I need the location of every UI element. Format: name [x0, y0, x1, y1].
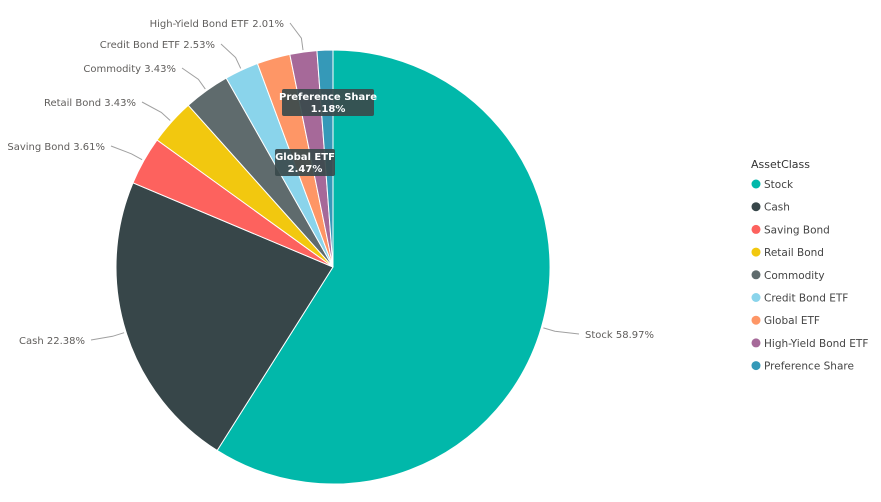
slice-stock[interactable]: [216, 49, 551, 485]
legend-label: Commodity: [764, 270, 825, 282]
legend-label: Preference Share: [764, 361, 854, 373]
legend-marker: [751, 361, 761, 371]
data-label-cash: Cash 22.38%: [19, 336, 85, 347]
data-label-high-yield-bond-etf: High-Yield Bond ETF 2.01%: [150, 19, 284, 30]
legend-item-preference-share[interactable]: Preference Share: [751, 361, 854, 373]
leader-line: [543, 327, 580, 335]
legend[interactable]: AssetClass Stock Cash Saving Bond Retail Bo…: [751, 158, 868, 373]
data-value-preference-share: 1.18%: [311, 104, 346, 115]
legend-marker: [751, 179, 761, 189]
leader-line: [181, 67, 206, 90]
slice-cash[interactable]: [115, 182, 334, 452]
legend-label: Credit Bond ETF: [764, 293, 848, 305]
legend-item-global-etf[interactable]: Global ETF: [751, 315, 820, 327]
legend-label: Stock: [764, 179, 794, 191]
pie-labels: Stock 58.97% Cash 22.38% Saving Bond 3.61%…: [7, 19, 654, 347]
legend-marker: [751, 338, 761, 348]
leader-line: [90, 332, 125, 341]
legend-item-commodity[interactable]: Commodity: [751, 270, 825, 282]
legend-item-retail-bond[interactable]: Retail Bond: [751, 247, 824, 259]
legend-label: Global ETF: [764, 315, 820, 327]
legend-marker: [751, 315, 761, 325]
leader-line: [141, 101, 171, 121]
legend-item-high-yield-bond-etf[interactable]: High-Yield Bond ETF: [751, 338, 869, 350]
data-value-global-etf: 2.47%: [288, 164, 323, 175]
data-label-box-global-etf: [275, 149, 335, 176]
legend-label: Retail Bond: [764, 247, 824, 259]
data-label-credit-bond-etf: Credit Bond ETF 2.53%: [100, 40, 215, 51]
legend-item-credit-bond-etf[interactable]: Credit Bond ETF: [751, 293, 849, 305]
leader-line: [220, 43, 242, 69]
legend-marker: [751, 224, 761, 234]
legend-item-stock[interactable]: Stock: [751, 179, 794, 191]
legend-label: High-Yield Bond ETF: [764, 338, 868, 350]
legend-item-cash[interactable]: Cash: [751, 202, 790, 214]
legend-marker: [751, 247, 761, 257]
legend-label: Saving Bond: [764, 224, 830, 236]
legend-label: Cash: [764, 202, 790, 214]
data-label-global-etf: Global ETF: [275, 152, 335, 163]
data-label-box-preference-share: [282, 89, 374, 116]
legend-title: AssetClass: [751, 158, 810, 171]
data-label-preference-share: Preference Share: [279, 92, 377, 103]
data-label-commodity: Commodity 3.43%: [83, 64, 176, 75]
data-label-retail-bond: Retail Bond 3.43%: [44, 98, 136, 109]
data-label-saving-bond: Saving Bond 3.61%: [7, 142, 105, 153]
data-label-stock: Stock 58.97%: [585, 330, 654, 341]
legend-marker: [751, 293, 761, 302]
legend-marker: [751, 202, 761, 212]
legend-marker: [751, 270, 761, 280]
leader-line: [289, 22, 304, 51]
leader-line: [110, 145, 143, 161]
legend-item-saving-bond[interactable]: Saving Bond: [751, 224, 830, 236]
